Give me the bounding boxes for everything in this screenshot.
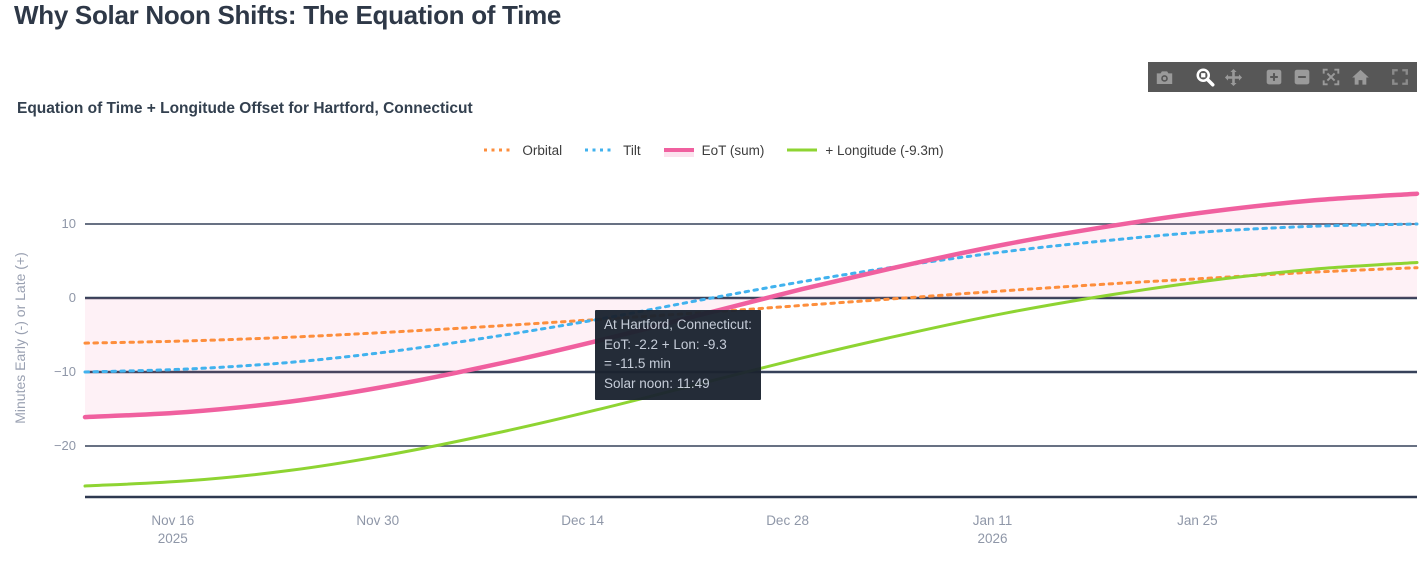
legend-label: Tilt bbox=[623, 143, 641, 158]
orbital-swatch-icon bbox=[484, 148, 515, 151]
home-icon bbox=[1351, 69, 1369, 85]
autoscale-icon bbox=[1323, 68, 1340, 86]
box-zoom-icon bbox=[1196, 68, 1215, 87]
legend: Orbital Tilt EoT (sum) + Longitude (-9.3… bbox=[0, 143, 1427, 158]
x-tick-date: Nov 16 bbox=[151, 513, 195, 528]
tilt-swatch-icon bbox=[585, 148, 616, 151]
zoom-out-button[interactable] bbox=[1290, 63, 1316, 91]
y-tick-label: 0 bbox=[68, 290, 76, 305]
y-tick-label: 10 bbox=[61, 216, 76, 231]
pan-icon bbox=[1225, 68, 1243, 86]
x-tick-label: Jan 11 2026 bbox=[923, 512, 1063, 548]
tooltip-line: At Hartford, Connecticut: bbox=[604, 317, 752, 332]
fullscreen-button[interactable] bbox=[1387, 63, 1413, 91]
eot-swatch-icon bbox=[663, 147, 694, 157]
x-tick-label: Jan 25 bbox=[1127, 512, 1267, 530]
x-tick-date: Jan 25 bbox=[1177, 513, 1218, 528]
x-tick-date: Nov 30 bbox=[356, 513, 400, 528]
zoom-in-icon bbox=[1266, 69, 1281, 85]
legend-label: EoT (sum) bbox=[701, 143, 765, 158]
y-axis-title: Minutes Early (-) or Late (+) bbox=[12, 252, 28, 424]
fullscreen-icon bbox=[1392, 69, 1408, 85]
x-tick-label: Dec 28 bbox=[718, 512, 858, 530]
plotly-modebar bbox=[1148, 62, 1417, 92]
y-tick-label: −20 bbox=[53, 438, 76, 453]
x-tick-date: Dec 28 bbox=[766, 513, 809, 528]
camera-icon bbox=[1157, 70, 1173, 84]
x-tick-date: Dec 14 bbox=[561, 513, 605, 528]
zoom-tool-button[interactable] bbox=[1192, 63, 1218, 91]
legend-item-tilt[interactable]: Tilt bbox=[584, 143, 641, 158]
y-tick-label: −10 bbox=[53, 364, 76, 379]
x-tick-date: Jan 11 bbox=[972, 513, 1013, 528]
pan-tool-button[interactable] bbox=[1221, 63, 1247, 91]
zoom-out-icon bbox=[1295, 69, 1310, 85]
legend-label: Orbital bbox=[522, 143, 563, 158]
legend-item-longitude[interactable]: + Longitude (-9.3m) bbox=[786, 143, 944, 158]
page-title: Why Solar Noon Shifts: The Equation of T… bbox=[14, 0, 562, 30]
tooltip-line: = -11.5 min bbox=[604, 356, 671, 371]
x-tick-label: Nov 16 2025 bbox=[103, 512, 243, 548]
reset-axes-button[interactable] bbox=[1347, 63, 1373, 91]
tooltip-line: EoT: -2.2 + Lon: -9.3 bbox=[604, 336, 727, 352]
legend-label: + Longitude (-9.3m) bbox=[825, 143, 944, 158]
tooltip-line: Solar noon: 11:49 bbox=[604, 375, 710, 391]
download-plot-button[interactable] bbox=[1152, 63, 1178, 91]
chart-title: Equation of Time + Longitude Offset for … bbox=[17, 100, 473, 117]
zoom-in-button[interactable] bbox=[1261, 63, 1287, 91]
hover-tooltip: At Hartford, Connecticut: EoT: -2.2 + Lo… bbox=[595, 310, 761, 400]
x-tick-label: Nov 30 bbox=[308, 512, 448, 530]
legend-item-orbital[interactable]: Orbital bbox=[483, 143, 562, 158]
x-tick-label: Dec 14 bbox=[513, 512, 653, 530]
legend-item-eot[interactable]: EoT (sum) bbox=[663, 143, 765, 158]
x-tick-year: 2026 bbox=[977, 531, 1008, 546]
x-tick-year: 2025 bbox=[157, 531, 188, 546]
autoscale-button[interactable] bbox=[1318, 63, 1344, 91]
longitude-swatch-icon bbox=[787, 148, 818, 151]
